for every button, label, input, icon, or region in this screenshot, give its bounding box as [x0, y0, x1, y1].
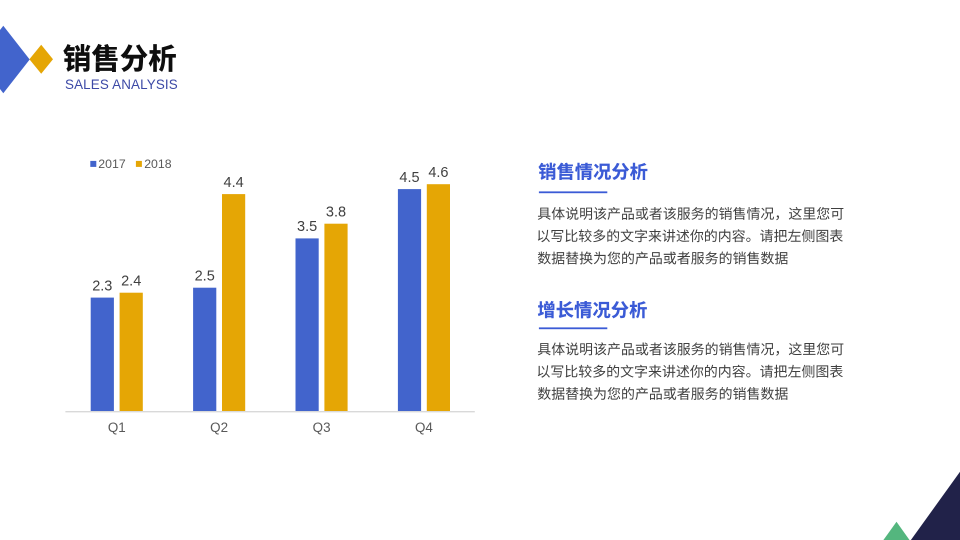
svg-text:2017: 2017 — [98, 157, 126, 171]
svg-text:4.6: 4.6 — [428, 165, 448, 181]
svg-text:Q4: Q4 — [415, 420, 433, 435]
svg-text:2.4: 2.4 — [121, 273, 141, 289]
svg-text:2.3: 2.3 — [92, 278, 112, 294]
svg-text:2018: 2018 — [144, 157, 172, 171]
svg-text:SALES ANALYSIS: SALES ANALYSIS — [65, 77, 178, 92]
svg-text:Q2: Q2 — [210, 420, 228, 435]
svg-text:2.5: 2.5 — [195, 268, 215, 284]
svg-text:3.5: 3.5 — [297, 219, 317, 235]
svg-text:3.8: 3.8 — [326, 204, 346, 220]
svg-text:Q3: Q3 — [313, 420, 331, 435]
svg-text:4.5: 4.5 — [399, 170, 419, 186]
svg-text:Q1: Q1 — [108, 420, 126, 435]
svg-text:4.4: 4.4 — [224, 175, 244, 191]
